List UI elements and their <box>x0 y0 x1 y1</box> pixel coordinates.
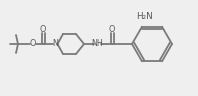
Text: NH: NH <box>91 39 103 48</box>
Text: N: N <box>52 39 58 48</box>
Text: O: O <box>30 39 36 48</box>
Text: H₂N: H₂N <box>136 12 152 21</box>
Text: O: O <box>40 25 46 34</box>
Text: O: O <box>109 25 115 34</box>
